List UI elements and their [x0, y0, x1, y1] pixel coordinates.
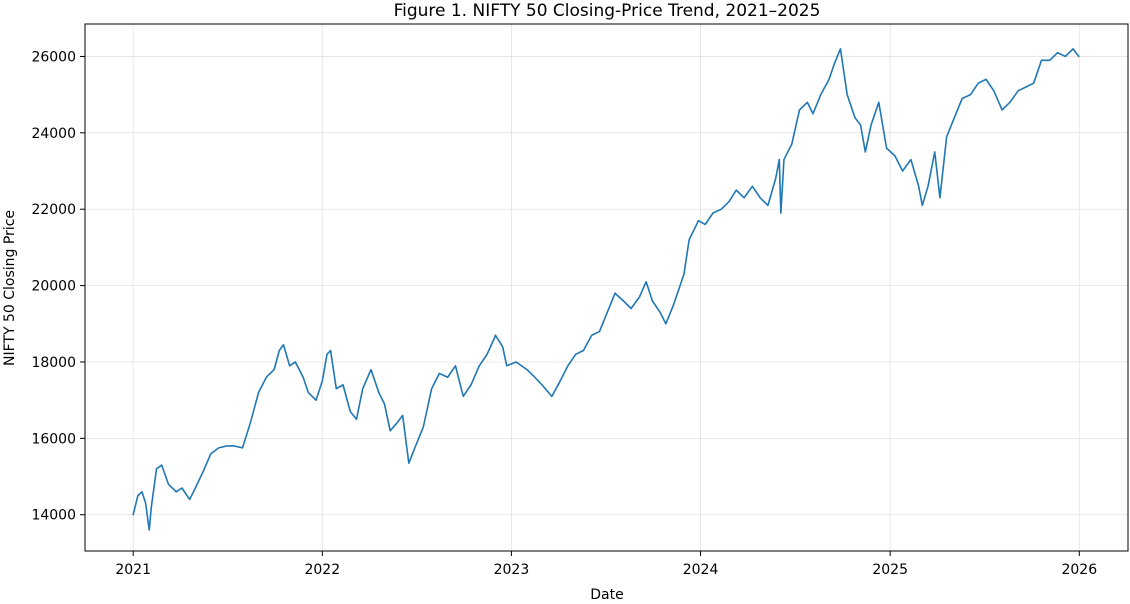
x-axis: 2021 2022 2023 2024 2025 2026: [115, 551, 1097, 578]
x-tick-label: 2025: [872, 562, 908, 578]
chart-title: Figure 1. NIFTY 50 Closing-Price Trend, …: [394, 1, 821, 21]
y-tick-label: 20000: [31, 279, 76, 295]
plot-area-frame: [84, 23, 1129, 552]
y-tick-label: 24000: [31, 126, 76, 142]
x-tick-label: 2026: [1061, 562, 1097, 578]
x-tick-label: 2023: [494, 562, 530, 578]
grid: [85, 24, 1128, 551]
y-tick-label: 26000: [31, 49, 76, 65]
y-tick-label: 18000: [31, 355, 76, 371]
y-tick-label: 22000: [31, 202, 76, 218]
series-layer: [132, 48, 1080, 531]
y-tick-label: 16000: [31, 431, 76, 447]
y-tick-label: 14000: [31, 508, 76, 524]
x-tick-label: 2021: [115, 562, 151, 578]
x-tick-label: 2022: [304, 562, 340, 578]
series-line: [132, 48, 1080, 531]
x-axis-label: Date: [590, 587, 623, 600]
y-axis-label: NIFTY 50 Closing Price: [2, 210, 18, 366]
x-tick-label: 2024: [683, 562, 719, 578]
y-axis: 14000 16000 18000 20000 22000 24000 26000: [31, 49, 85, 524]
